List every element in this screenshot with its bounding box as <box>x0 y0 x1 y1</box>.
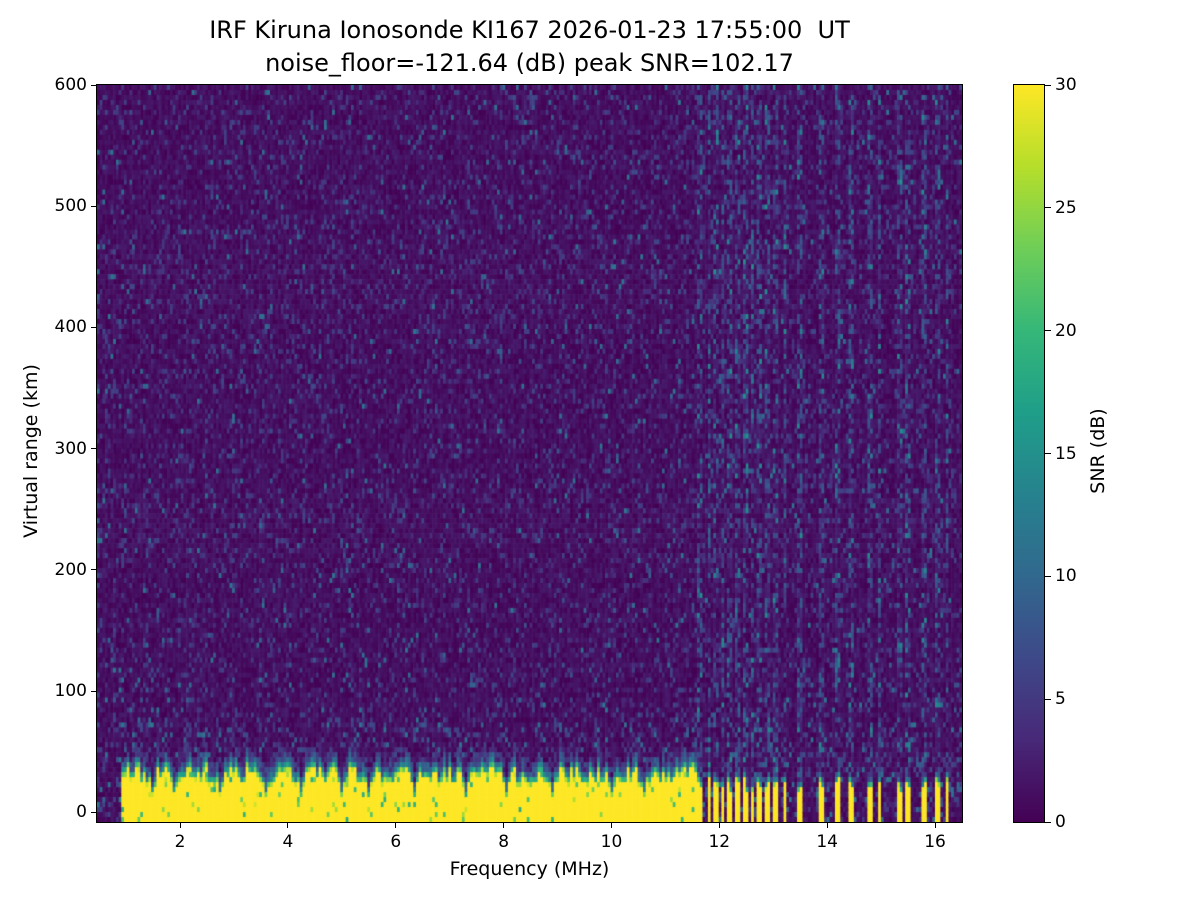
ionogram-heatmap-canvas <box>96 84 963 823</box>
x-tick-mark <box>934 822 936 828</box>
x-tick-label: 4 <box>282 832 294 852</box>
y-tick-label: 500 <box>54 196 87 217</box>
y-tick-mark <box>91 811 97 813</box>
y-tick-mark <box>91 448 97 450</box>
x-tick-label: 16 <box>924 832 946 852</box>
y-tick-label: 0 <box>76 802 87 823</box>
x-tick-label: 10 <box>600 832 623 852</box>
colorbar-tick-label: 10 <box>1055 566 1077 587</box>
colorbar-tick-mark <box>1045 698 1051 700</box>
colorbar-tick-label: 25 <box>1055 197 1077 218</box>
x-tick-mark <box>610 822 612 828</box>
x-tick-mark <box>179 822 181 828</box>
colorbar-tick-mark <box>1045 575 1051 577</box>
colorbar-tick-mark <box>1045 84 1051 86</box>
x-tick-label: 8 <box>498 832 510 852</box>
colorbar-tick-label: 20 <box>1055 320 1077 341</box>
y-tick-label: 400 <box>54 317 87 338</box>
x-tick-label: 12 <box>708 832 731 852</box>
x-tick-label: 14 <box>816 832 838 852</box>
x-axis-label: Frequency (MHz) <box>449 858 610 880</box>
title-line-2: noise_floor=-121.64 (dB) peak SNR=102.17 <box>265 49 794 77</box>
figure-title: IRF Kiruna Ionosonde KI167 2026-01-23 17… <box>97 14 962 80</box>
y-tick-label: 300 <box>54 438 87 459</box>
title-line-1: IRF Kiruna Ionosonde KI167 2026-01-23 17… <box>209 16 850 44</box>
colorbar-tick-label: 30 <box>1055 75 1077 95</box>
y-tick-mark <box>91 205 97 207</box>
colorbar-tick-label: 15 <box>1055 443 1077 464</box>
y-tick-label: 600 <box>54 75 87 95</box>
colorbar-tick-label: 5 <box>1055 689 1066 710</box>
x-tick-label: 6 <box>390 832 402 852</box>
colorbar-label: SNR (dB) <box>1087 408 1109 494</box>
x-tick-label: 2 <box>174 832 186 852</box>
y-tick-mark <box>91 569 97 571</box>
colorbar-tick-label: 0 <box>1055 812 1066 832</box>
colorbar-tick-mark <box>1045 330 1051 332</box>
y-tick-mark <box>91 84 97 86</box>
y-tick-mark <box>91 326 97 328</box>
y-tick-label: 200 <box>54 559 87 580</box>
x-tick-mark <box>826 822 828 828</box>
y-tick-label: 100 <box>54 681 87 702</box>
x-tick-mark <box>503 822 505 828</box>
x-tick-mark <box>287 822 289 828</box>
colorbar-tick-mark <box>1045 207 1051 209</box>
colorbar-tick-mark <box>1045 821 1051 823</box>
x-tick-mark <box>395 822 397 828</box>
colorbar-tick-mark <box>1045 453 1051 454</box>
colorbar-canvas <box>1013 84 1045 823</box>
x-tick-mark <box>718 822 720 828</box>
y-tick-mark <box>91 690 97 692</box>
